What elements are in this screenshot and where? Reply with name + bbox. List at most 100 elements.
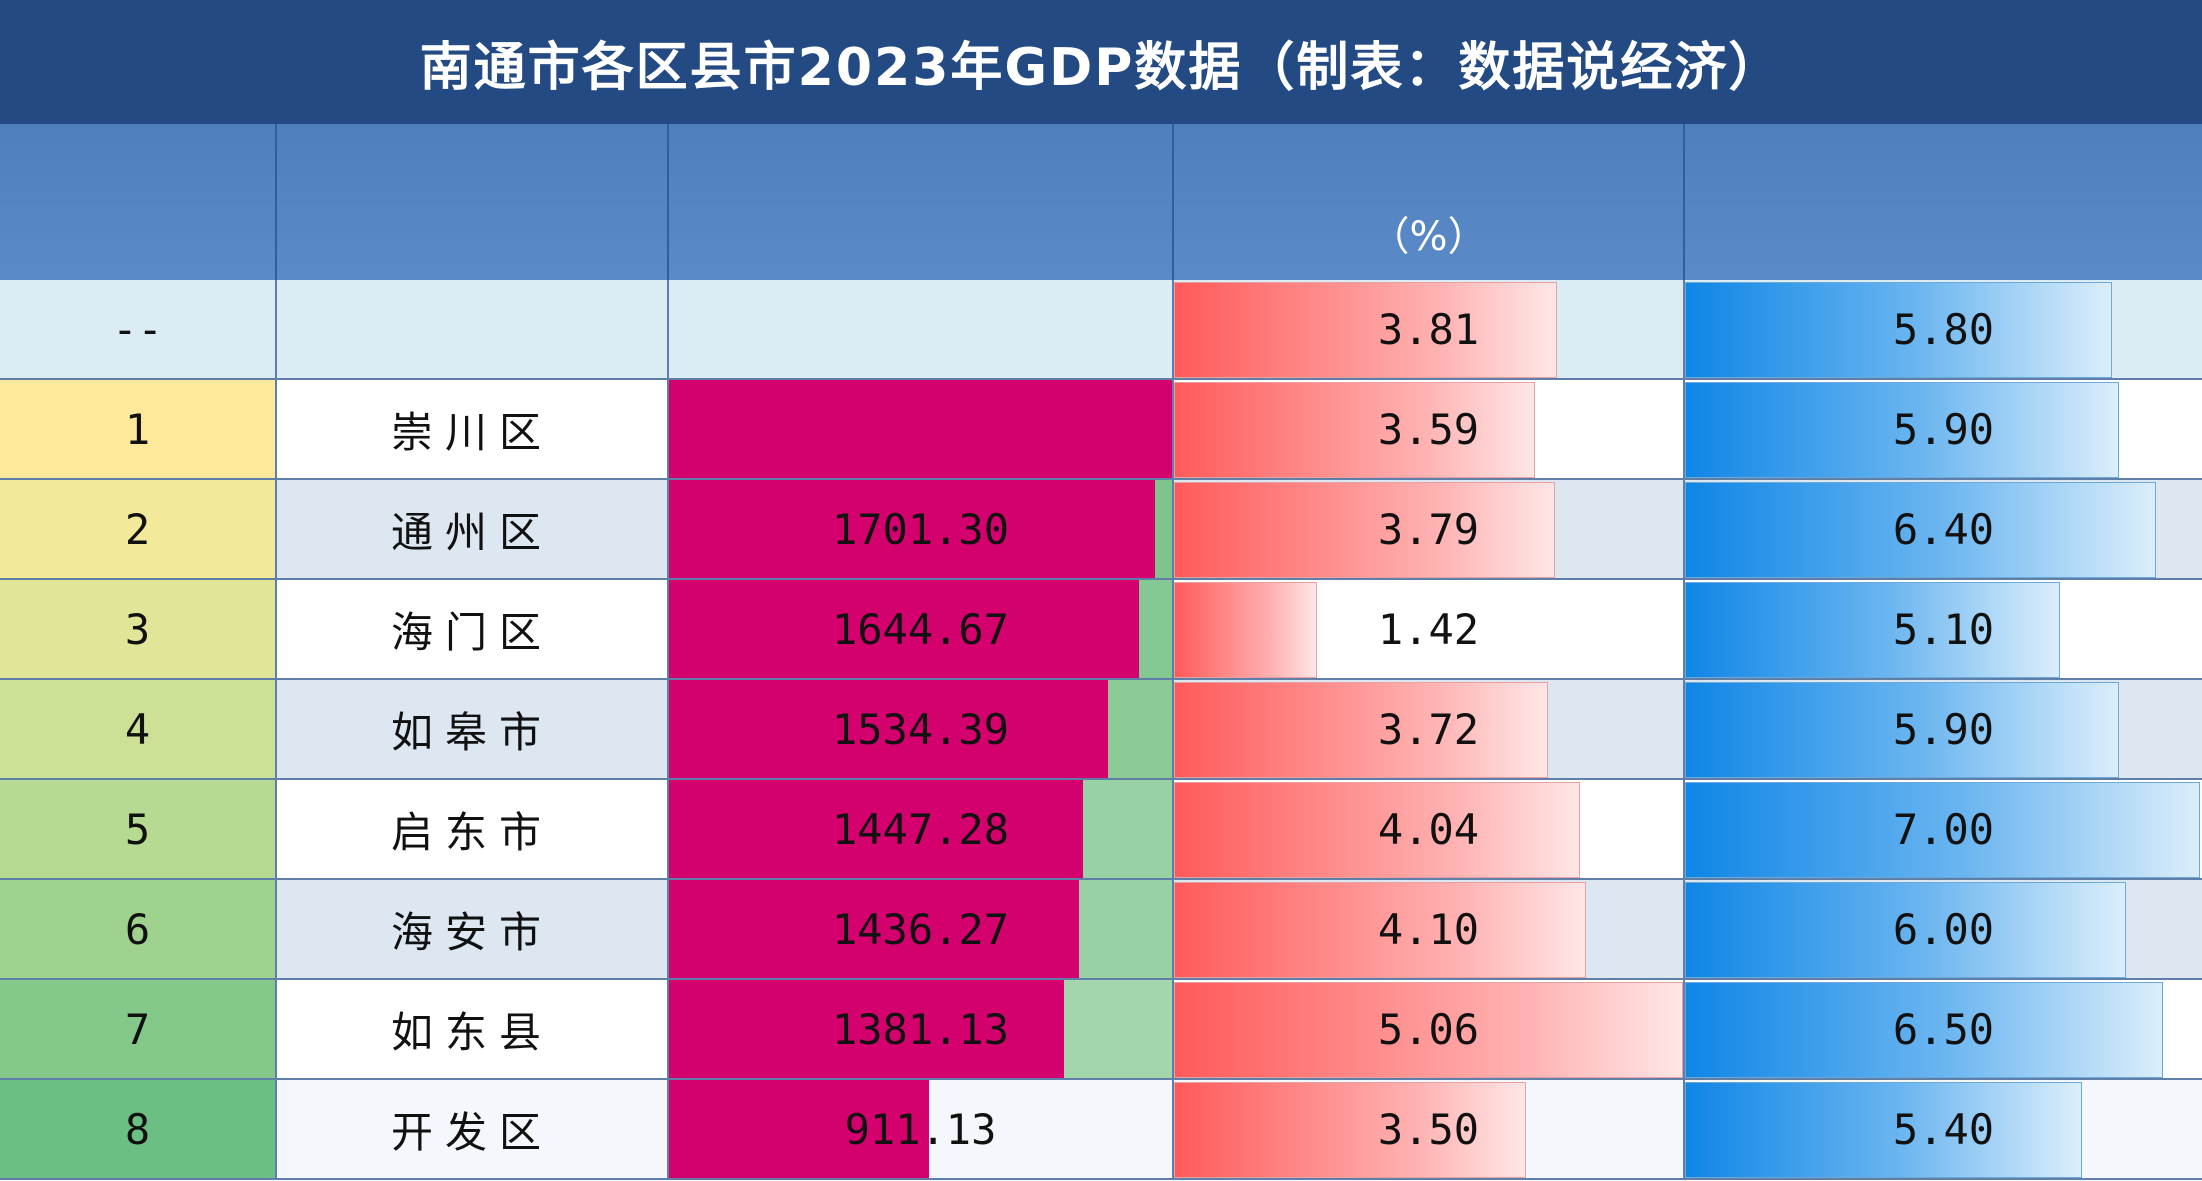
- gdp-bar: [669, 480, 1156, 578]
- second-metric-value: 5.80: [1892, 304, 1995, 354]
- header-second: [1685, 124, 2202, 280]
- growth-value: 3.81: [1377, 304, 1480, 354]
- table-row: 4 如皋市 1534.39 3.72 5.90: [0, 680, 2202, 780]
- gdp-value: 1447.28: [831, 804, 1009, 854]
- rank-cell: --: [0, 280, 277, 380]
- growth-cell: 4.10: [1174, 880, 1685, 980]
- rank-cell: 2: [0, 480, 277, 580]
- table-row: 5 启东市 1447.28 4.04 7.00: [0, 780, 2202, 880]
- second-metric-cell: 7.00: [1685, 780, 2202, 880]
- rank-cell: 4: [0, 680, 277, 780]
- gdp-value: 1534.39: [831, 704, 1009, 754]
- second-metric-bar: [1685, 482, 2156, 578]
- gdp-bar: [669, 380, 1172, 478]
- header-growth: （%）: [1174, 124, 1685, 280]
- title-bar: 南通市各区县市2023年GDP数据（制表：数据说经济）: [0, 0, 2202, 124]
- second-metric-cell: 6.40: [1685, 480, 2202, 580]
- gdp-cell: 1644.67: [669, 580, 1174, 680]
- second-metric-value: 6.40: [1892, 504, 1995, 554]
- rank-cell: 3: [0, 580, 277, 680]
- second-metric-cell: 6.50: [1685, 980, 2202, 1080]
- region-cell: 海安市: [277, 880, 669, 980]
- growth-value: 3.59: [1377, 404, 1480, 454]
- second-metric-bar: [1685, 982, 2164, 1078]
- growth-value: 4.04: [1377, 804, 1480, 854]
- page-title: 南通市各区县市2023年GDP数据（制表：数据说经济）: [419, 37, 1783, 98]
- region-name: [277, 280, 667, 378]
- second-metric-value: 5.90: [1892, 404, 1995, 454]
- second-metric-value: 6.00: [1892, 904, 1995, 954]
- growth-value: 4.10: [1377, 904, 1480, 954]
- rank-value: 5: [124, 804, 151, 854]
- second-metric-bar: [1685, 882, 2127, 978]
- region-cell: 海门区: [277, 580, 669, 680]
- region-name: 海安市: [390, 907, 553, 957]
- gdp-cell: [669, 280, 1174, 380]
- second-metric-cell: 5.40: [1685, 1080, 2202, 1180]
- second-metric-bar: [1685, 1082, 2083, 1178]
- second-metric-value: 7.00: [1892, 804, 1995, 854]
- region-cell: [277, 280, 669, 380]
- rank-cell: 7: [0, 980, 277, 1080]
- rank-cell: 5: [0, 780, 277, 880]
- gdp-bar: [669, 980, 1064, 1078]
- growth-bar: [1174, 682, 1549, 778]
- second-metric-bar: [1685, 582, 2061, 678]
- gdp-cell: 911.13: [669, 1080, 1174, 1180]
- growth-bar: [1174, 282, 1558, 378]
- second-metric-value: 5.90: [1892, 704, 1995, 754]
- region-cell: 如皋市: [277, 680, 669, 780]
- rank-value: 1: [124, 404, 151, 454]
- gdp-value: 1701.30: [831, 504, 1009, 554]
- gdp-cell: [669, 380, 1174, 480]
- gdp-cell: 1701.30: [669, 480, 1174, 580]
- growth-bar: [1174, 882, 1587, 978]
- growth-bar: [1174, 382, 1536, 478]
- second-metric-cell: 5.90: [1685, 380, 2202, 480]
- growth-value: 3.79: [1377, 504, 1480, 554]
- growth-cell: 3.81: [1174, 280, 1685, 380]
- second-metric-bar: [1685, 782, 2200, 878]
- header-row: （%）: [0, 124, 2202, 280]
- rank-value: 4: [124, 704, 151, 754]
- growth-cell: 1.42: [1174, 580, 1685, 680]
- second-metric-cell: 5.90: [1685, 680, 2202, 780]
- region-name: 如东县: [390, 1007, 553, 1057]
- rank-value: 6: [124, 904, 151, 954]
- header-rank: [0, 124, 277, 280]
- table-row: 3 海门区 1644.67 1.42 5.10: [0, 580, 2202, 680]
- rank-value: 7: [124, 1004, 151, 1054]
- gdp-bar: [669, 1080, 930, 1178]
- region-name: 海门区: [390, 607, 553, 657]
- region-cell: 通州区: [277, 480, 669, 580]
- growth-value: 5.06: [1377, 1004, 1480, 1054]
- header-region: [277, 124, 669, 280]
- growth-value: 1.42: [1377, 604, 1480, 654]
- gdp-value: [669, 380, 1172, 478]
- rank-cell: 1: [0, 380, 277, 480]
- growth-cell: 3.72: [1174, 680, 1685, 780]
- second-metric-bar: [1685, 382, 2120, 478]
- header-growth-label: （%）: [1369, 214, 1488, 260]
- rank-value: 3: [124, 604, 151, 654]
- table-row: 7 如东县 1381.13 5.06 6.50: [0, 980, 2202, 1080]
- rank-cell: 8: [0, 1080, 277, 1180]
- gdp-value: 1644.67: [831, 604, 1009, 654]
- second-metric-value: 5.40: [1892, 1104, 1995, 1154]
- gdp-cell: 1447.28: [669, 780, 1174, 880]
- growth-bar: [1174, 1082, 1527, 1178]
- growth-bar: [1174, 982, 1683, 1078]
- gdp-cell: 1436.27: [669, 880, 1174, 980]
- region-cell: 如东县: [277, 980, 669, 1080]
- growth-cell: 4.04: [1174, 780, 1685, 880]
- region-cell: 启东市: [277, 780, 669, 880]
- rank-value: 8: [124, 1104, 151, 1154]
- region-name: 崇川区: [390, 407, 553, 457]
- table-row: 8 开发区 911.13 3.50 5.40: [0, 1080, 2202, 1180]
- growth-bar: [1174, 482, 1556, 578]
- growth-bar: [1174, 782, 1581, 878]
- region-name: 通州区: [390, 507, 553, 557]
- table-row: 1 崇川区 3.59 5.90: [0, 380, 2202, 480]
- region-name: 如皋市: [390, 707, 553, 757]
